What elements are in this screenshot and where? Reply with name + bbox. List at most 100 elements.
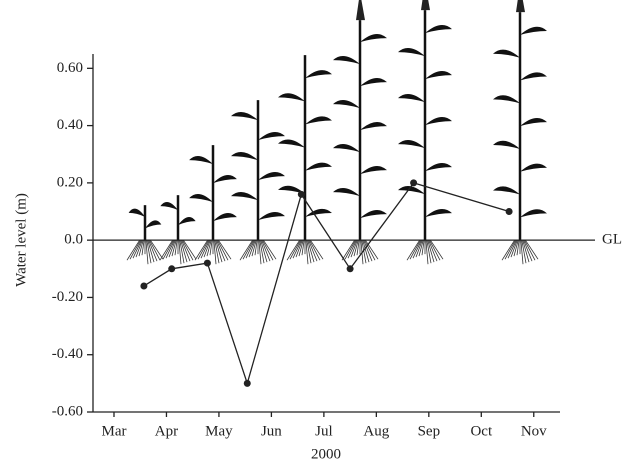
leaf — [160, 201, 178, 211]
y-tick-label: -0.60 — [52, 403, 83, 419]
leaf — [213, 174, 237, 184]
root — [350, 240, 358, 258]
root — [415, 240, 423, 258]
panicle — [356, 0, 365, 21]
leaf — [333, 187, 360, 197]
leaf — [493, 95, 520, 104]
root — [146, 240, 152, 264]
root — [409, 239, 421, 260]
leaf — [493, 186, 520, 195]
root — [260, 240, 268, 263]
leaf — [493, 49, 520, 58]
root — [181, 240, 191, 262]
y-tick-label: 0.40 — [57, 117, 83, 133]
root — [129, 239, 141, 260]
data-point — [168, 265, 176, 273]
leaf — [258, 211, 285, 221]
root — [206, 240, 212, 257]
root — [132, 239, 142, 259]
root — [426, 240, 432, 264]
root — [262, 239, 274, 261]
root — [171, 240, 177, 257]
leaf — [305, 70, 332, 79]
x-tick-label: Jun — [261, 423, 282, 439]
root — [363, 240, 373, 262]
root — [162, 239, 174, 260]
root — [182, 239, 194, 261]
root — [213, 240, 217, 265]
root — [179, 240, 185, 264]
leaf — [425, 162, 452, 172]
y-tick-label: 0.20 — [57, 174, 83, 190]
root — [286, 239, 300, 261]
root — [362, 240, 370, 263]
data-point — [346, 265, 354, 273]
leaf — [520, 26, 547, 35]
leaf — [258, 131, 285, 141]
root — [341, 239, 355, 261]
root — [254, 240, 258, 256]
root — [248, 240, 256, 258]
root — [361, 240, 367, 264]
data-point — [243, 379, 251, 387]
root — [141, 240, 145, 256]
root — [309, 239, 321, 261]
root — [183, 239, 197, 260]
root — [356, 240, 360, 256]
root — [135, 240, 143, 258]
root — [217, 239, 229, 261]
data-point — [203, 259, 211, 267]
leaf — [398, 185, 425, 195]
leaf — [189, 155, 213, 165]
root — [168, 240, 176, 258]
root — [524, 239, 536, 261]
leaf — [333, 143, 360, 153]
x-tick-label: Oct — [470, 423, 492, 439]
leaf — [278, 185, 305, 194]
ground-level-label: GL — [602, 231, 622, 247]
x-tick-label: May — [205, 423, 233, 439]
y-tick-label: -0.40 — [52, 346, 83, 362]
leaf — [231, 151, 258, 161]
leaf — [333, 55, 360, 65]
root — [147, 240, 155, 263]
root — [501, 239, 515, 261]
root — [289, 239, 301, 260]
leaf — [178, 216, 196, 226]
root — [308, 240, 318, 262]
leaf — [213, 212, 237, 222]
plant-illustrations — [126, 0, 547, 265]
leaf — [189, 193, 213, 203]
x-tick-label: Mar — [101, 423, 126, 439]
leaf — [258, 171, 285, 181]
root — [200, 239, 210, 259]
root — [242, 239, 254, 260]
leaf — [231, 111, 258, 121]
root — [259, 240, 265, 264]
leaf — [360, 165, 387, 175]
data-point — [410, 179, 418, 187]
root — [523, 240, 533, 262]
leaf — [360, 77, 387, 87]
leaf — [305, 116, 332, 125]
root — [214, 240, 220, 264]
root — [148, 240, 158, 262]
leaf — [493, 140, 520, 149]
root — [306, 240, 312, 264]
y-tick-label: 0.60 — [57, 60, 83, 76]
leaf — [278, 93, 305, 102]
root — [145, 240, 149, 265]
root — [507, 239, 517, 259]
root — [292, 239, 302, 259]
root — [344, 239, 356, 260]
root — [305, 240, 309, 265]
root — [406, 239, 420, 261]
root — [165, 239, 175, 259]
leaf — [360, 209, 387, 219]
panicle — [421, 0, 430, 11]
root — [412, 239, 422, 259]
root — [197, 239, 209, 260]
leaf — [425, 208, 452, 218]
water-level-line — [143, 182, 510, 386]
root — [174, 240, 178, 256]
